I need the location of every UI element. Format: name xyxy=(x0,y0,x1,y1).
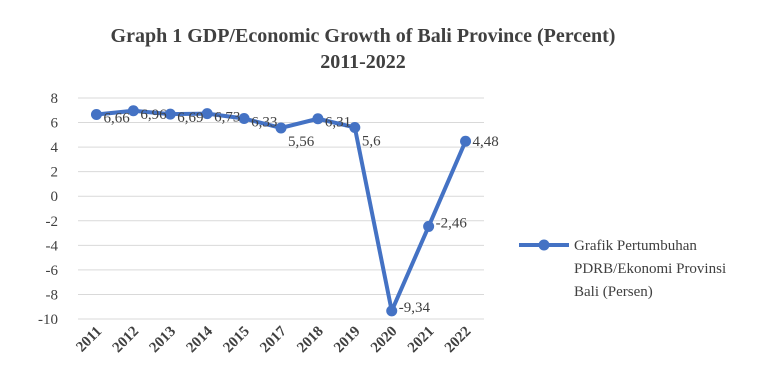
data-point xyxy=(238,113,250,125)
data-point xyxy=(460,135,472,147)
x-tick-label: 2018 xyxy=(294,324,327,357)
y-tick-label: -4 xyxy=(46,238,59,254)
y-tick-label: 8 xyxy=(51,91,59,107)
y-axis-ticks: 8 6 4 2 0 -2 -4 -6 -8 -10 xyxy=(38,91,59,328)
legend-label-line-3: Bali (Persen) xyxy=(574,284,653,300)
data-label: 6,66 xyxy=(103,110,130,126)
data-label: 6,73 xyxy=(214,110,240,126)
data-label: -9,34 xyxy=(399,300,431,316)
data-point xyxy=(90,108,102,120)
data-point xyxy=(201,108,213,120)
data-point xyxy=(312,113,324,125)
data-point xyxy=(423,220,435,232)
x-tick-label: 2011 xyxy=(73,324,105,356)
x-tick-label: 2013 xyxy=(147,324,180,357)
gridlines xyxy=(78,97,484,320)
data-label: 5,6 xyxy=(362,133,381,149)
data-point xyxy=(127,105,139,117)
data-point xyxy=(275,122,287,134)
chart-title-line-2: 2011-2022 xyxy=(320,51,406,73)
data-point xyxy=(164,108,176,120)
legend-label-line-2: PDRB/Ekonomi Provinsi xyxy=(574,261,726,277)
x-tick-label: 2014 xyxy=(183,323,216,356)
y-tick-label: 4 xyxy=(51,140,59,156)
y-tick-label: 0 xyxy=(51,189,59,205)
legend: Grafik Pertumbuhan PDRB/Ekonomi Provinsi… xyxy=(519,238,726,300)
data-point xyxy=(349,121,361,133)
x-tick-label: 2020 xyxy=(368,324,401,357)
y-tick-label: -10 xyxy=(38,312,58,328)
x-tick-label: 2019 xyxy=(331,324,364,357)
x-tick-label: 2017 xyxy=(257,323,290,356)
x-tick-label: 2015 xyxy=(220,324,253,357)
data-label: 5,56 xyxy=(288,134,315,150)
data-point xyxy=(386,305,398,317)
y-tick-label: 6 xyxy=(51,116,59,132)
data-label: -2,46 xyxy=(436,215,468,231)
y-tick-label: -6 xyxy=(46,263,59,279)
x-tick-label: 2021 xyxy=(405,324,438,357)
x-axis-ticks: 2011 2012 2013 2014 2015 2017 2018 2019 2020 2021… xyxy=(73,323,474,356)
x-tick-label: 2022 xyxy=(442,324,475,357)
chart-title-line-1: Graph 1 GDP/Economic Growth of Bali Prov… xyxy=(111,25,616,47)
legend-marker xyxy=(538,239,550,251)
data-label: 6,31 xyxy=(325,115,351,131)
data-labels: 6,66 6,96 6,69 6,73 6,33 5,56 6,31 5,6 -9,34 -2,4… xyxy=(103,107,498,316)
data-label: 6,96 xyxy=(140,107,167,123)
series-group xyxy=(90,105,472,317)
data-label: 6,69 xyxy=(177,110,203,126)
data-label: 6,33 xyxy=(251,115,277,131)
y-tick-label: 2 xyxy=(51,165,59,181)
x-tick-label: 2012 xyxy=(110,324,143,357)
series-line xyxy=(94,108,468,313)
y-tick-label: -2 xyxy=(46,214,59,230)
legend-label-line-1: Grafik Pertumbuhan xyxy=(574,238,697,254)
y-tick-label: -8 xyxy=(46,287,59,303)
data-label: 4,48 xyxy=(473,134,499,150)
